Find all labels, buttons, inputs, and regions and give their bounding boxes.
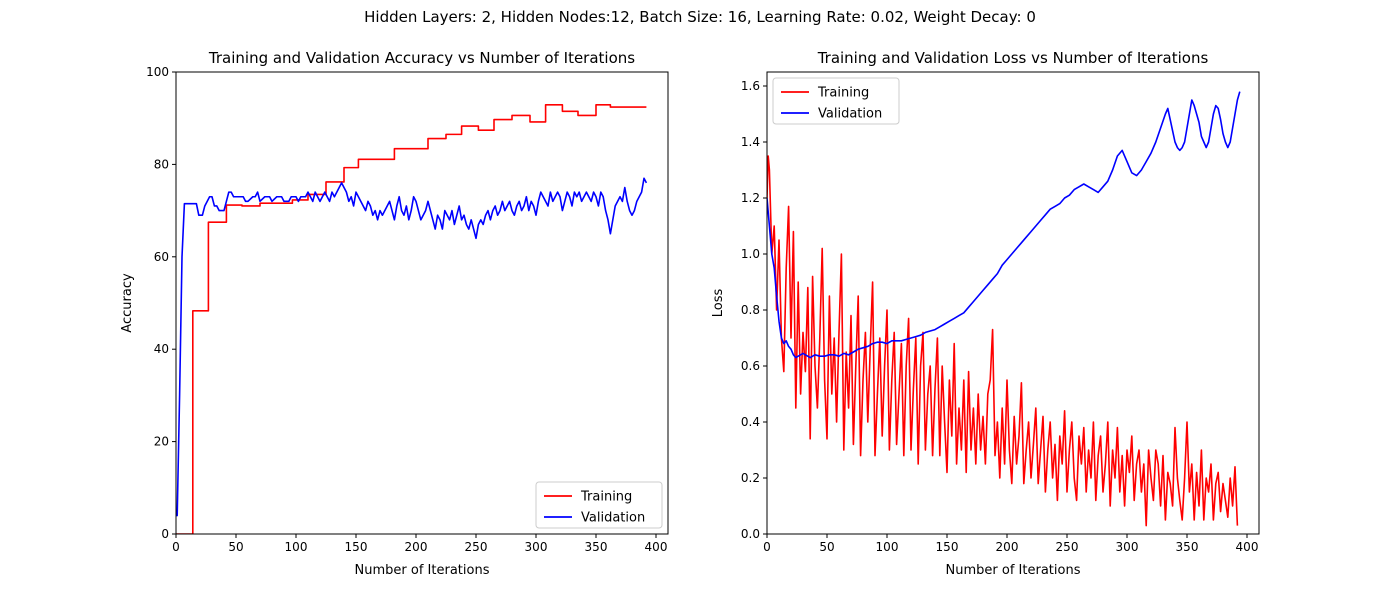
- accuracy-x-tick-label: 50: [228, 540, 243, 554]
- accuracy-y-tick-label: 60: [154, 250, 169, 264]
- accuracy-plot-frame: [175, 71, 669, 535]
- loss-series-validation-line: [767, 91, 1241, 359]
- accuracy-y-axis-label: Accuracy: [120, 273, 135, 333]
- accuracy-y-tick-label: 20: [154, 435, 169, 449]
- loss-plot-frame: [766, 71, 1260, 535]
- loss-legend-training-label: Training: [817, 86, 869, 101]
- loss-x-tick-label: 150: [936, 540, 959, 554]
- loss-y-tick-label: 1.2: [741, 191, 760, 205]
- accuracy-y-tick-label: 0: [161, 527, 169, 541]
- loss-x-tick-label: 50: [819, 540, 834, 554]
- accuracy-legend-training-label: Training: [580, 490, 632, 505]
- loss-y-tick-label: 0.2: [741, 471, 760, 485]
- accuracy-x-tick-label: 250: [465, 540, 488, 554]
- accuracy-x-tick-label: 200: [405, 540, 428, 554]
- accuracy-x-tick-label: 150: [345, 540, 368, 554]
- accuracy-x-tick-label: 100: [285, 540, 308, 554]
- loss-x-tick-label: 0: [763, 540, 771, 554]
- accuracy-y-tick-label: 80: [154, 157, 169, 171]
- accuracy-y-tick-label: 100: [146, 65, 169, 79]
- accuracy-chart-title: Training and Validation Accuracy vs Numb…: [208, 49, 635, 67]
- loss-y-tick-label: 1.0: [741, 247, 760, 261]
- accuracy-x-tick-label: 0: [172, 540, 180, 554]
- loss-x-tick-label: 250: [1056, 540, 1079, 554]
- loss-series-training-line: [767, 155, 1239, 527]
- accuracy-x-tick-label: 400: [645, 540, 668, 554]
- loss-y-tick-label: 0.6: [741, 359, 760, 373]
- figure-suptitle: Hidden Layers: 2, Hidden Nodes:12, Batch…: [364, 8, 1036, 26]
- loss-y-axis-label: Loss: [711, 289, 726, 318]
- accuracy-series-validation-line: [176, 177, 648, 517]
- loss-x-tick-label: 400: [1236, 540, 1259, 554]
- accuracy-x-tick-label: 300: [525, 540, 548, 554]
- accuracy-legend-validation-label: Validation: [581, 511, 645, 526]
- accuracy-y-tick-label: 40: [154, 342, 169, 356]
- accuracy-x-tick-label: 350: [585, 540, 608, 554]
- loss-y-tick-label: 0.0: [741, 527, 760, 541]
- loss-legend-validation-label: Validation: [818, 107, 882, 122]
- accuracy-x-axis-label: Number of Iterations: [355, 563, 490, 578]
- loss-y-tick-label: 1.4: [741, 135, 760, 149]
- loss-y-tick-label: 0.8: [741, 303, 760, 317]
- loss-chart: Training and Validation Loss vs Number o…: [711, 49, 1260, 578]
- loss-x-tick-label: 300: [1116, 540, 1139, 554]
- accuracy-chart: Training and Validation Accuracy vs Numb…: [120, 49, 669, 578]
- loss-x-tick-label: 100: [876, 540, 899, 554]
- loss-x-axis-label: Number of Iterations: [946, 563, 1081, 578]
- loss-chart-title: Training and Validation Loss vs Number o…: [817, 49, 1209, 67]
- loss-x-tick-label: 200: [996, 540, 1019, 554]
- loss-x-tick-label: 350: [1176, 540, 1199, 554]
- loss-y-tick-label: 1.6: [741, 79, 760, 93]
- accuracy-series-training-line: [176, 104, 647, 534]
- loss-y-tick-label: 0.4: [741, 415, 760, 429]
